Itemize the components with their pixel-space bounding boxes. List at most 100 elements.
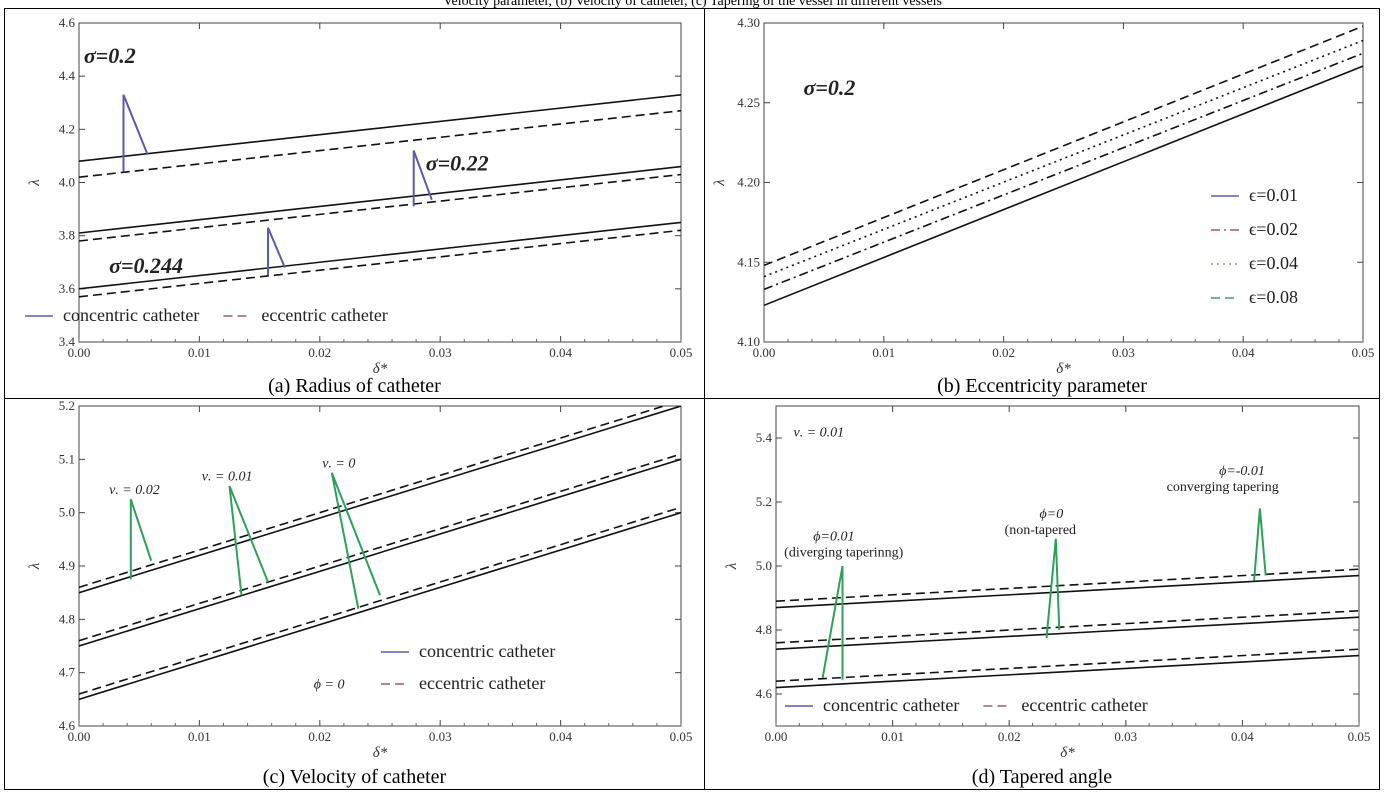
x-axis-label: δ*	[1060, 745, 1075, 761]
x-tick-label: 0.05	[1348, 729, 1371, 744]
x-tick-label: 0.04	[1232, 345, 1255, 360]
x-tick-label: 0.00	[753, 345, 776, 360]
annotation-label: (diverging taperinng)	[784, 545, 903, 560]
legend-label: concentric catheter	[419, 641, 555, 661]
x-tick-label: 0.01	[188, 345, 211, 360]
series-line-0	[79, 94, 681, 162]
annotation-pointer	[267, 227, 286, 276]
series-line-1	[776, 568, 1359, 602]
series-line-4	[79, 511, 681, 701]
y-tick-label: 3.8	[59, 228, 75, 243]
series-line-3	[776, 610, 1359, 644]
y-tick-label: 4.6	[59, 718, 76, 733]
y-tick-label: 5.1	[59, 451, 75, 466]
annotation-label: ϕ=0	[1040, 507, 1064, 522]
plot-frame	[775, 405, 1360, 727]
annotation-label: ν. = 0.02	[109, 483, 160, 498]
x-tick-label: 0.01	[188, 729, 211, 744]
annotation-pointer	[330, 472, 381, 609]
x-tick-label: 0.00	[765, 729, 788, 744]
annotation-label: ν. = 0.01	[793, 425, 844, 440]
y-tick-label: 4.15	[737, 254, 760, 269]
series-line-2	[79, 458, 681, 647]
y-tick-label: 3.4	[59, 334, 76, 349]
series-line-4	[79, 221, 681, 290]
y-tick-label: 4.10	[737, 334, 760, 349]
y-axis-label: λ	[27, 562, 43, 570]
legend-label: ϵ=0.01	[1249, 185, 1298, 205]
x-tick-label: 0.01	[872, 345, 895, 360]
annotation-label: (non-tapered	[1005, 523, 1077, 538]
legend-label: concentric catheter	[63, 305, 199, 325]
annotation-label: converging tapering	[1167, 480, 1279, 495]
series-line-3	[79, 453, 681, 642]
panel-b: 0.00 0.01 0.02 0.03 0.04 0.05 4.10 4.15 4.20 4.25…	[705, 9, 1379, 398]
y-tick-label: 4.9	[59, 558, 75, 573]
x-axis-label: δ*	[373, 361, 388, 375]
legend-label: ϵ=0.04	[1249, 253, 1298, 273]
grid-divider-horizontal	[5, 398, 1379, 399]
y-axis-label: λ	[27, 179, 43, 187]
caption-b: (b) Eccentricity parameter	[937, 375, 1147, 397]
x-tick-label: 0.02	[992, 345, 1015, 360]
caption-c: (c) Velocity of catheter	[262, 766, 447, 788]
plot-frame	[78, 405, 682, 727]
series-line-1	[764, 52, 1363, 291]
chart-b: 0.00 0.01 0.02 0.03 0.04 0.05 4.10 4.15 4.20 4.25…	[712, 15, 1374, 375]
caption-a: (a) Radius of catheter	[268, 375, 441, 397]
y-tick-label: 5.2	[756, 494, 772, 509]
caption-d: (d) Tapered angle	[971, 766, 1113, 788]
y-tick-label: 4.0	[59, 175, 75, 190]
chart-a: 0.00 0.01 0.02 0.03 0.04 0.05 3.4 3.6 3.8 4.0 4.2 4…	[25, 15, 693, 375]
series-line-1	[79, 109, 681, 178]
annotation-label: σ=0.2	[84, 43, 136, 68]
x-tick-label: 0.00	[68, 345, 91, 360]
panel-a: 0.00 0.01 0.02 0.03 0.04 0.05 3.4 3.6 3.8 4.0 4.2 4…	[5, 9, 704, 398]
y-tick-label: 3.6	[59, 281, 76, 296]
series-line-1	[79, 406, 667, 589]
x-tick-label: 0.02	[308, 729, 331, 744]
y-tick-label: 4.30	[737, 15, 760, 30]
annotation-label: ϕ=0.01	[813, 529, 854, 544]
annotation-pointer	[1253, 508, 1267, 581]
chart-d: 0.00 0.01 0.02 0.03 0.04 0.05 4.6 4.8 5.0 5.2 5.4 δ…	[724, 405, 1371, 761]
annotation-label: σ=0.22	[426, 151, 489, 176]
series-line-4	[776, 654, 1359, 689]
series-line-2	[79, 165, 681, 234]
legend-label: concentric catheter	[823, 695, 959, 715]
annotation-label: ν. = 0	[322, 456, 355, 471]
y-tick-label: 4.8	[756, 622, 772, 637]
series-line-2	[776, 616, 1359, 650]
series-line-0	[764, 65, 1363, 307]
figure-grid: 0.00 0.01 0.02 0.03 0.04 0.05 3.4 3.6 3.8 4.0 4.2 4…	[4, 8, 1380, 790]
y-tick-label: 4.6	[756, 686, 773, 701]
y-tick-label: 4.20	[737, 175, 760, 190]
annotation-label: ϕ = 0	[314, 678, 345, 693]
annotation-pointer	[412, 150, 433, 207]
legend-label: eccentric catheter	[261, 305, 387, 325]
panel-d: 0.00 0.01 0.02 0.03 0.04 0.05 4.6 4.8 5.0 5.2 5.4 δ…	[705, 399, 1379, 789]
y-axis-label: λ	[712, 179, 728, 187]
series-line-0	[776, 574, 1359, 609]
y-tick-label: 4.25	[737, 95, 760, 110]
y-tick-label: 5.0	[756, 558, 772, 573]
y-tick-label: 5.0	[59, 505, 75, 520]
series-line-3	[79, 173, 681, 242]
x-tick-label: 0.03	[429, 345, 452, 360]
y-axis-label: λ	[724, 562, 740, 570]
y-tick-label: 4.6	[59, 15, 76, 30]
series-line-0	[79, 406, 681, 594]
legend-label: ϵ=0.02	[1249, 219, 1298, 239]
legend-label: eccentric catheter	[1021, 695, 1147, 715]
x-tick-label: 0.04	[549, 345, 572, 360]
x-tick-label: 0.05	[670, 345, 693, 360]
series-line-5	[776, 648, 1359, 682]
x-tick-label: 0.02	[308, 345, 331, 360]
legend-label: eccentric catheter	[419, 673, 545, 693]
annotation-pointer	[1045, 538, 1061, 639]
x-tick-label: 0.03	[1112, 345, 1135, 360]
series-line-3	[764, 25, 1363, 267]
y-tick-label: 5.4	[756, 430, 773, 445]
chart-c: 0.00 0.01 0.02 0.03 0.04 0.05 4.6 4.7 4.8 4.9 5.0 5…	[27, 399, 692, 761]
grid-divider-vertical	[704, 9, 705, 789]
